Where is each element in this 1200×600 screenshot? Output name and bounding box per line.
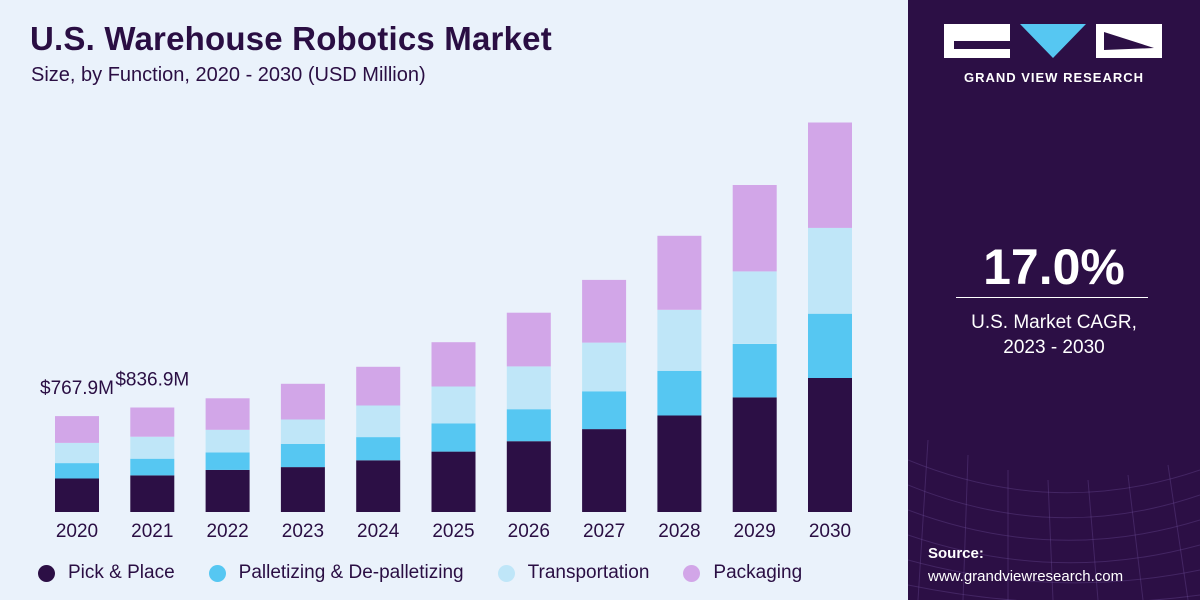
bar-pick-place-2028 xyxy=(657,415,702,512)
cagr-divider xyxy=(956,297,1148,298)
cagr-label-line2: 2023 - 2030 xyxy=(1003,337,1105,358)
bar-transportation-2029 xyxy=(732,271,777,344)
stacked-bar-chart: 2020 2021 2022 2023 2024 2025 2026 2027 2028 2029… xyxy=(40,122,852,542)
legend-label-transportation: Transportation xyxy=(527,562,650,583)
cagr-label: U.S. Market CAGR, 2023 - 2030 xyxy=(908,310,1200,360)
cagr-label-line1: U.S. Market CAGR, xyxy=(971,312,1137,333)
x-tick-label-2030: 2030 xyxy=(809,521,851,542)
bar-pick-place-2025 xyxy=(431,451,476,512)
bar-pick-place-2024 xyxy=(356,460,401,512)
bar-packaging-2020 xyxy=(55,416,99,443)
x-tick-label-2022: 2022 xyxy=(206,521,248,542)
source-url[interactable]: www.grandviewresearch.com xyxy=(928,568,1124,585)
bar-pick-place-2027 xyxy=(582,429,627,512)
bar-transportation-2025 xyxy=(431,386,476,424)
bar-transportation-2027 xyxy=(582,342,627,392)
bar-packaging-2024 xyxy=(356,366,401,406)
source-label: Source: xyxy=(928,545,984,562)
bar-packaging-2025 xyxy=(431,342,476,387)
legend-swatch-transportation xyxy=(497,564,515,582)
bar-pick-place-2022 xyxy=(205,469,250,512)
x-tick-label-2029: 2029 xyxy=(734,521,776,542)
bar-packaging-2028 xyxy=(657,235,702,310)
page-subtitle: Size, by Function, 2020 - 2030 (USD Mill… xyxy=(31,64,426,86)
legend-swatch-pick-place xyxy=(38,564,55,582)
x-tick-label-2027: 2027 xyxy=(583,521,625,542)
legend-label-packaging: Packaging xyxy=(713,562,803,583)
chart-area: U.S. Warehouse Robotics Market Size, by … xyxy=(30,20,852,584)
data-label-2021: $836.9M xyxy=(115,370,189,391)
bar-pick-place-2020 xyxy=(55,478,99,512)
data-label-2020: $767.9M xyxy=(40,378,114,399)
legend-label-pick-place: Pick & Place xyxy=(68,562,175,583)
bar-packaging-2027 xyxy=(582,279,627,343)
bar-palletizing-de-palletizing-2023 xyxy=(280,444,325,468)
brand-name: GRAND VIEW RESEARCH xyxy=(963,70,1145,85)
bar-palletizing-de-palletizing-2020 xyxy=(55,463,99,479)
bar-packaging-2026 xyxy=(506,312,551,367)
bar-palletizing-de-palletizing-2029 xyxy=(732,344,777,398)
legend-item-transportation: Transportation xyxy=(497,562,650,584)
wireframe-grid-decoration xyxy=(908,439,1200,600)
bar-transportation-2030 xyxy=(808,227,852,314)
bar-transportation-2020 xyxy=(55,443,99,464)
bar-transportation-2023 xyxy=(280,419,325,444)
bar-packaging-2021 xyxy=(130,407,175,437)
x-tick-label-2023: 2023 xyxy=(282,521,324,542)
legend-item-pick-place: Pick & Place xyxy=(38,562,175,584)
cagr-value: 17.0% xyxy=(983,239,1125,295)
bar-palletizing-de-palletizing-2021 xyxy=(130,458,175,476)
x-tick-label-2020: 2020 xyxy=(56,521,98,542)
legend-item-packaging: Packaging xyxy=(683,562,802,584)
x-tick-label-2021: 2021 xyxy=(131,521,173,542)
bar-palletizing-de-palletizing-2024 xyxy=(356,437,401,461)
bar-palletizing-de-palletizing-2027 xyxy=(582,391,627,430)
bar-pick-place-2026 xyxy=(506,441,551,512)
bar-pick-place-2030 xyxy=(808,378,852,512)
gvr-logo xyxy=(944,24,1162,58)
bar-transportation-2028 xyxy=(657,309,702,371)
x-tick-label-2026: 2026 xyxy=(508,521,550,542)
x-tick-label-2028: 2028 xyxy=(658,521,700,542)
legend-swatch-packaging xyxy=(683,564,701,582)
bar-pick-place-2023 xyxy=(280,467,325,512)
bar-pick-place-2029 xyxy=(732,397,777,512)
bar-transportation-2024 xyxy=(356,405,401,438)
bar-packaging-2030 xyxy=(808,122,852,228)
bar-packaging-2029 xyxy=(732,185,777,272)
page-title: U.S. Warehouse Robotics Market xyxy=(30,20,552,57)
bar-palletizing-de-palletizing-2028 xyxy=(657,370,702,416)
bar-transportation-2026 xyxy=(506,366,551,410)
x-tick-label-2024: 2024 xyxy=(357,521,400,542)
bar-palletizing-de-palletizing-2026 xyxy=(506,409,551,442)
bar-palletizing-de-palletizing-2022 xyxy=(205,452,250,470)
legend-swatch-palletizing xyxy=(208,564,226,582)
bar-palletizing-de-palletizing-2025 xyxy=(431,423,476,452)
bar-transportation-2021 xyxy=(130,436,175,459)
bar-transportation-2022 xyxy=(205,429,250,453)
bar-packaging-2022 xyxy=(205,398,250,430)
bar-packaging-2023 xyxy=(280,383,325,420)
x-tick-label-2025: 2025 xyxy=(432,521,474,542)
chart-legend: Pick & Place Palletizing & De-palletizin… xyxy=(38,562,836,584)
bar-palletizing-de-palletizing-2030 xyxy=(808,313,852,378)
legend-label-palletizing: Palletizing & De-palletizing xyxy=(238,562,464,583)
bar-pick-place-2021 xyxy=(130,475,175,512)
legend-item-palletizing: Palletizing & De-palletizing xyxy=(208,562,464,584)
info-panel: GRAND VIEW RESEARCH 17.0% U.S. Market CA… xyxy=(908,0,1200,600)
